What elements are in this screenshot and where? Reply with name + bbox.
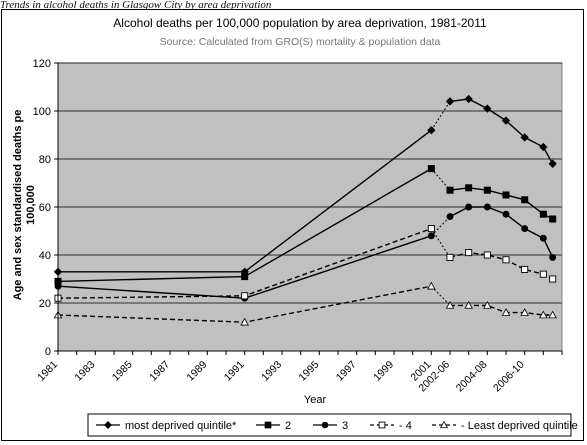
data-point <box>483 203 491 211</box>
data-point <box>465 203 473 211</box>
data-point <box>549 215 557 223</box>
data-point <box>539 270 547 278</box>
series-2 <box>54 165 557 285</box>
data-point <box>446 213 454 221</box>
plot-area <box>57 62 563 352</box>
x-tick-label: 1983 <box>72 359 97 384</box>
legend-swatch-marker <box>378 421 386 429</box>
x-axis-label: Year <box>304 394 327 406</box>
data-point <box>548 310 557 319</box>
x-tick-label: 1987 <box>147 359 172 384</box>
y-axis-label-line: Age and sex standardised deaths pe <box>12 110 24 301</box>
data-point <box>549 253 557 261</box>
data-point <box>427 165 435 173</box>
series-connector <box>430 168 451 191</box>
data-point <box>501 116 511 125</box>
data-point <box>241 292 249 300</box>
legend-swatch-marker <box>439 420 449 429</box>
series-group <box>53 94 557 326</box>
legend-swatch-marker <box>321 421 329 429</box>
y-tick-label: 20 <box>39 298 51 310</box>
data-point <box>539 210 547 218</box>
legend-swatch-marker <box>104 421 112 429</box>
data-point <box>483 104 492 113</box>
y-tick-label: 80 <box>39 154 51 166</box>
data-point <box>539 310 548 319</box>
data-point <box>521 225 529 233</box>
x-tick-label: 1995 <box>296 359 321 384</box>
data-point <box>539 234 547 242</box>
data-point <box>241 273 249 281</box>
data-point <box>427 232 435 240</box>
data-point <box>465 249 473 257</box>
data-point <box>502 210 510 218</box>
chart-subtitle: Source: Calculated from GRO(S) mortality… <box>160 36 441 48</box>
data-point <box>521 196 529 204</box>
data-point <box>520 133 529 142</box>
legend-label: - 4 <box>399 420 412 432</box>
data-point <box>446 253 454 261</box>
y-axis-label-line: 100,000 <box>25 185 37 225</box>
data-point <box>539 142 548 152</box>
x-tick-label: 1999 <box>371 359 396 384</box>
x-tick-label: 1981 <box>35 359 60 384</box>
data-point <box>483 186 491 194</box>
data-point <box>446 186 454 194</box>
data-point <box>483 300 492 309</box>
data-point <box>520 308 529 316</box>
data-point <box>549 275 557 283</box>
data-point <box>427 281 436 290</box>
legend: most deprived quintile* 2 3 - 4 - Least depr… <box>87 413 578 437</box>
data-point <box>502 191 510 199</box>
data-point <box>240 317 249 326</box>
data-point <box>501 308 511 316</box>
y-tick-label: 0 <box>45 346 51 358</box>
x-tick-label: 1993 <box>259 359 284 384</box>
x-tick-label: 2004-08 <box>454 359 490 395</box>
legend-label: 3 <box>342 420 348 432</box>
x-tick-label: 1997 <box>334 359 359 384</box>
y-axis-label: Age and sex standardised deaths pe100,00… <box>12 110 37 301</box>
x-tick-label: 1989 <box>184 359 209 384</box>
figure-caption: Trends in alcohol deaths in Glasgow City… <box>0 0 272 11</box>
legend-swatch-marker <box>264 421 272 429</box>
data-point <box>427 225 435 233</box>
y-tick-label: 60 <box>39 202 51 214</box>
data-point <box>548 159 557 168</box>
y-tick-label: 40 <box>39 250 51 262</box>
y-tick-label: 100 <box>33 106 51 118</box>
data-point <box>464 300 473 309</box>
chart-title: Alcohol deaths per 100,000 population by… <box>113 16 487 30</box>
x-tick-label: 1985 <box>110 359 135 384</box>
x-tick-label: 1991 <box>222 359 247 384</box>
data-point <box>483 251 491 259</box>
x-tick-label: 2006-10 <box>491 359 527 395</box>
data-point <box>465 184 473 192</box>
data-point <box>445 300 455 309</box>
series-connector <box>430 101 451 131</box>
y-tick-label: 120 <box>33 58 51 70</box>
series-connector <box>430 228 451 258</box>
legend-label: - Least deprived quintile <box>461 420 578 432</box>
legend-label: most deprived quintile* <box>125 420 237 432</box>
series-5 <box>53 281 557 326</box>
data-point <box>427 126 436 135</box>
data-point <box>464 94 473 104</box>
data-point <box>445 97 455 106</box>
data-point <box>521 265 529 273</box>
legend-label: 2 <box>285 420 291 432</box>
data-point <box>502 256 510 264</box>
series-1 <box>53 94 557 276</box>
